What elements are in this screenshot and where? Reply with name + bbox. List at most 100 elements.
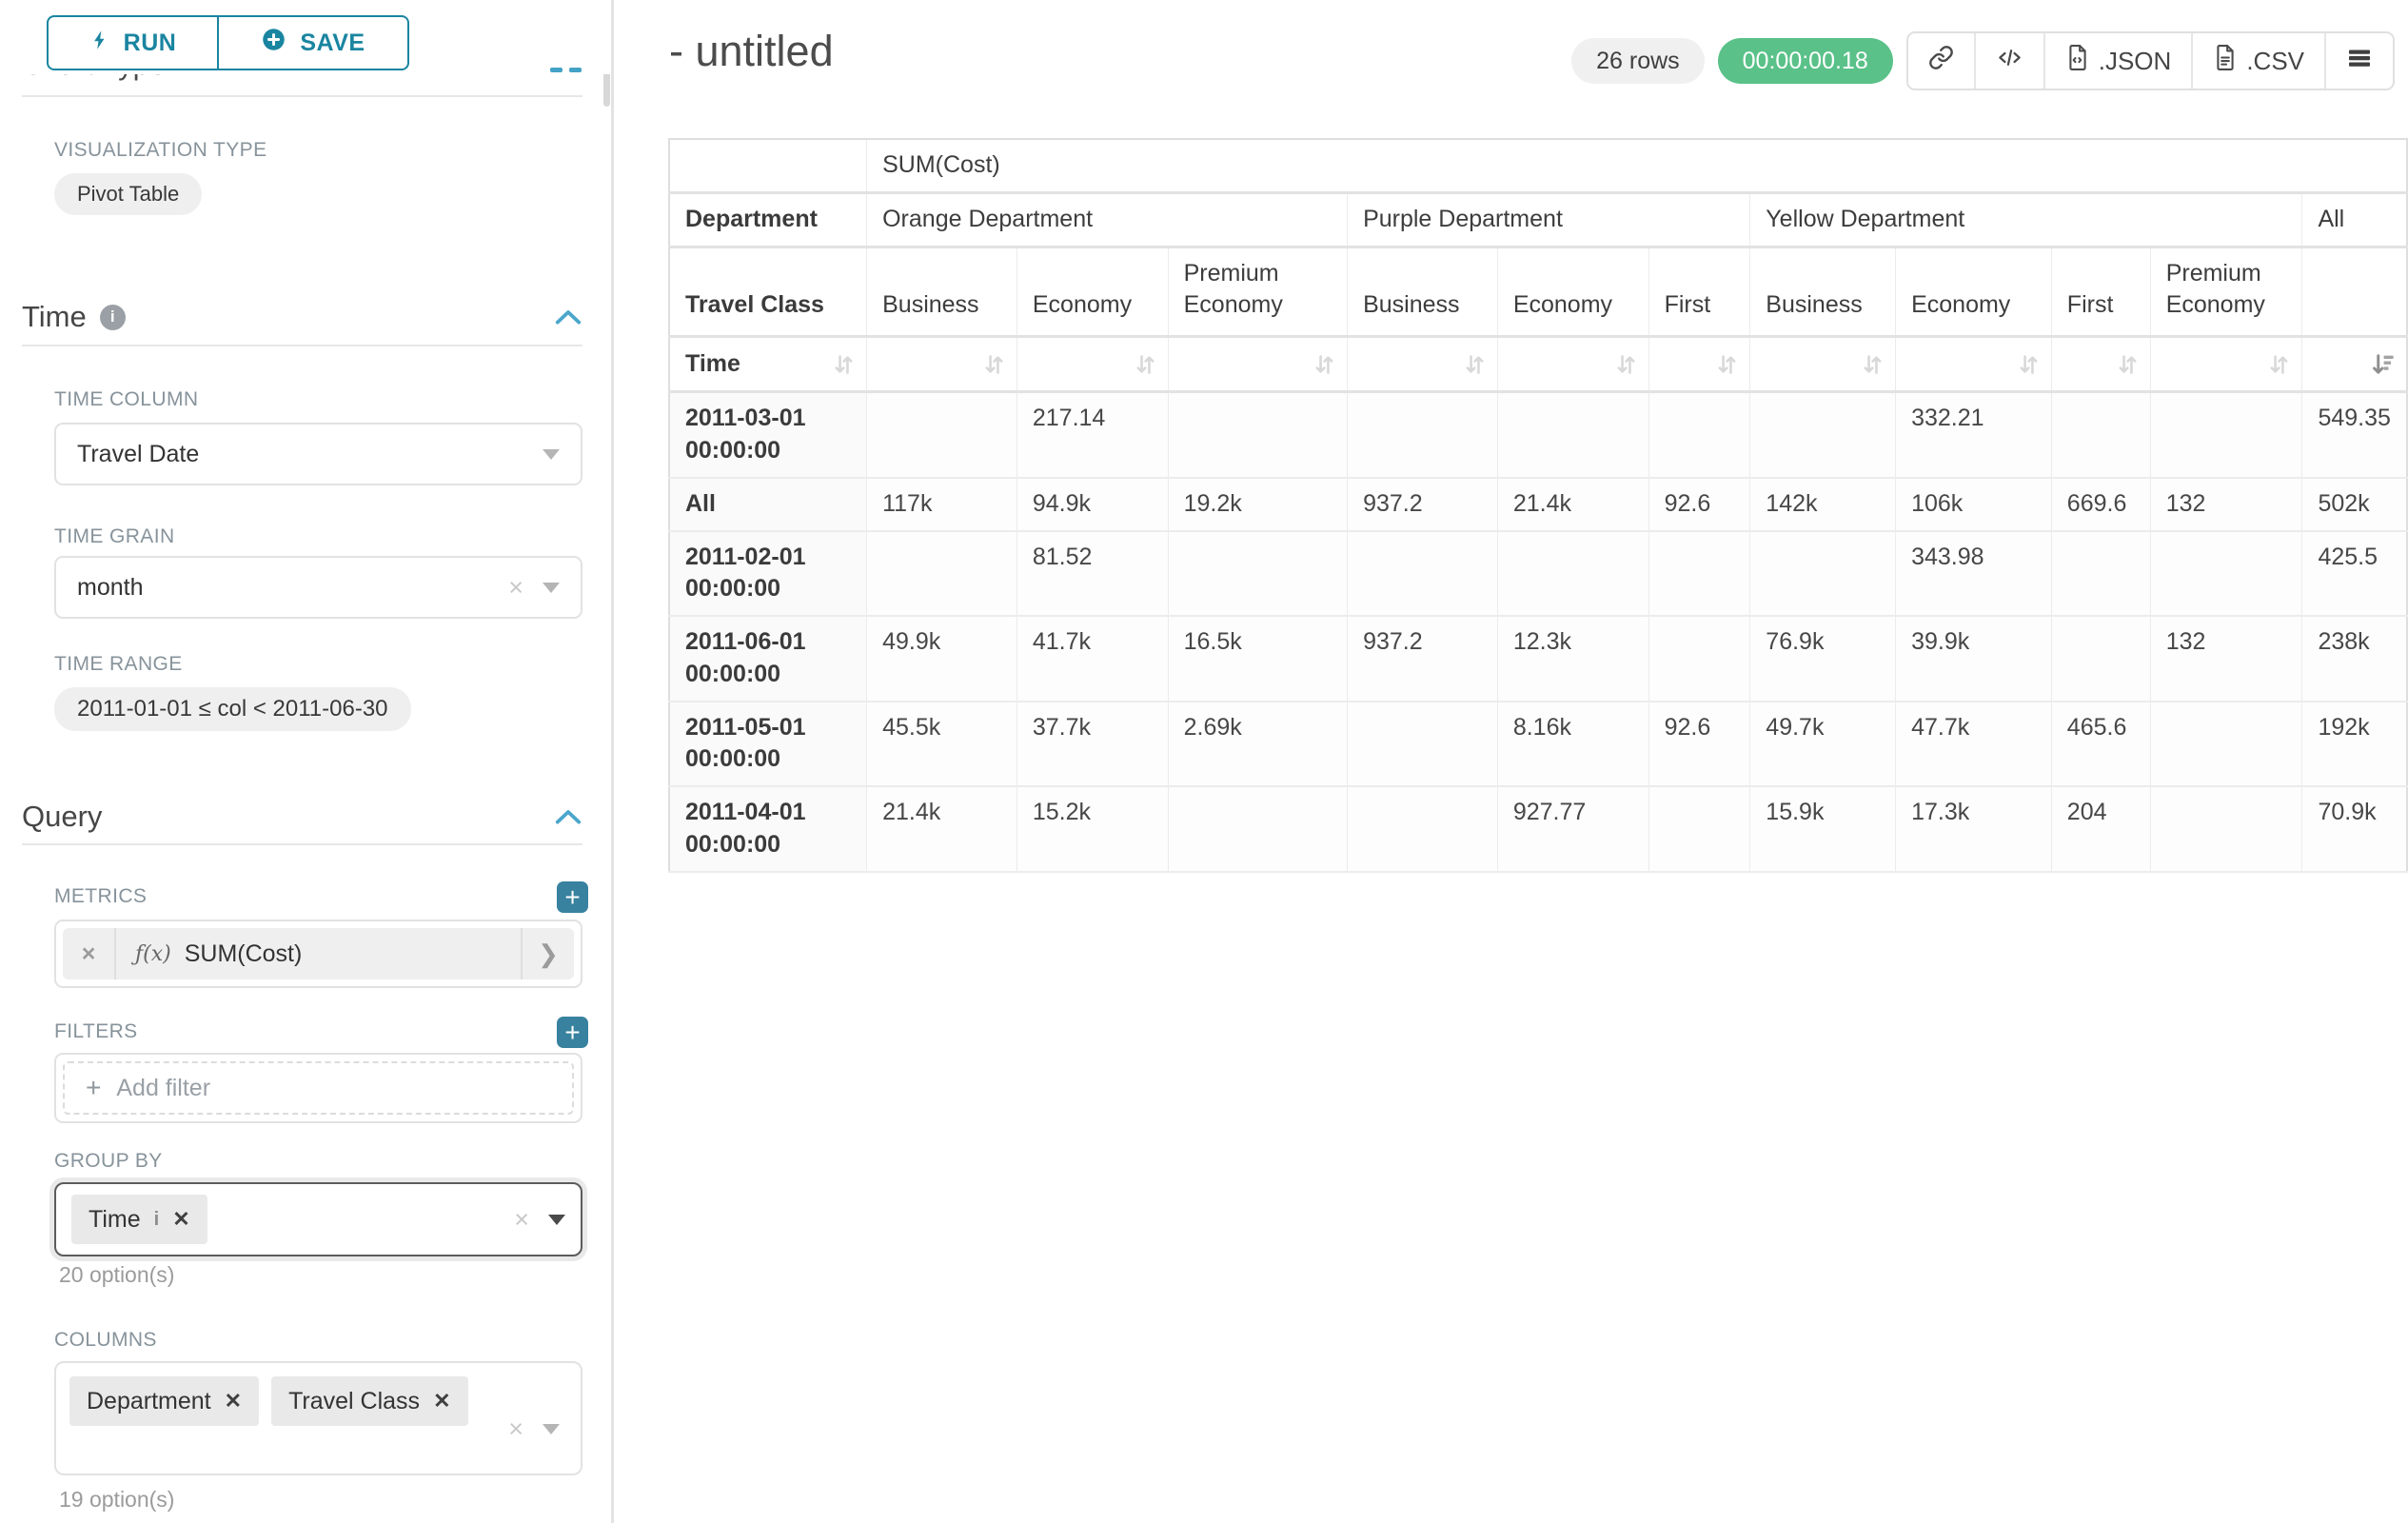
group-by-chip-time[interactable]: Time i ✕ (71, 1195, 207, 1244)
remove-metric-icon[interactable]: × (63, 928, 116, 979)
metric-header: SUM(Cost) (867, 139, 2407, 192)
filters-box: + Add filter (54, 1053, 582, 1123)
table-row: 2011-04-01 00:00:0021.4k15.2k927.7715.9k… (669, 786, 2407, 872)
clear-icon[interactable]: × (508, 1416, 523, 1442)
pivot-corner-blank (669, 139, 867, 192)
add-metric-button[interactable]: + (557, 881, 588, 913)
sortable-column-header[interactable] (1016, 337, 1168, 392)
file-json-icon (2065, 44, 2090, 78)
export-csv-label: .CSV (2246, 47, 2304, 76)
remove-chip-icon[interactable]: ✕ (172, 1207, 189, 1232)
pivot-value-cell: 142k (1750, 478, 1896, 531)
sort-toggle-icon[interactable] (1462, 351, 1488, 377)
column-group-header: Orange Department (867, 192, 1348, 247)
sort-toggle-icon[interactable] (831, 351, 857, 377)
copy-link-button[interactable] (1908, 33, 1976, 89)
more-menu-button[interactable] (2326, 33, 2393, 89)
pivot-value-cell (2051, 392, 2150, 478)
chevron-up-icon[interactable] (554, 800, 582, 834)
pivot-value-cell: 937.2 (1348, 616, 1498, 702)
clear-icon[interactable]: × (514, 1207, 529, 1233)
sort-descending-icon[interactable] (2370, 351, 2397, 378)
pivot-value-cell: 70.9k (2302, 786, 2407, 872)
sortable-column-header[interactable] (2150, 337, 2302, 392)
chevron-down-icon[interactable] (543, 1424, 560, 1434)
scrolled-viz-tab-dot (550, 68, 563, 72)
pivot-value-cell (1750, 531, 1896, 617)
row-dimension-header[interactable]: Time (669, 337, 867, 392)
time-column-select[interactable]: Travel Date (54, 423, 582, 485)
chart-panel: - untitled 26 rows 00:00:00.18 .JSON .CS… (614, 0, 2408, 1523)
sortable-column-header[interactable] (867, 337, 1017, 392)
sorted-column-header[interactable] (2302, 337, 2407, 392)
chevron-up-icon[interactable] (554, 300, 582, 334)
run-button[interactable]: RUN (49, 17, 219, 69)
pivot-value-cell: 92.6 (1648, 702, 1750, 787)
table-row: 2011-02-01 00:00:0081.52343.98425.5 (669, 531, 2407, 617)
columns-chip-travel-class[interactable]: Travel Class ✕ (271, 1376, 467, 1426)
chart-title[interactable]: - untitled (669, 27, 834, 76)
pivot-corner-travel-class: Travel Class (669, 247, 867, 337)
add-filter-plus-button[interactable]: + (557, 1017, 588, 1048)
sort-toggle-icon[interactable] (2266, 351, 2292, 377)
sortable-column-header[interactable] (1750, 337, 1896, 392)
export-json-button[interactable]: .JSON (2045, 33, 2194, 89)
sort-toggle-icon[interactable] (1860, 351, 1885, 377)
time-section-header[interactable]: Time i (22, 300, 582, 334)
pivot-value-cell: 132 (2150, 616, 2302, 702)
columns-chip-label: Travel Class (288, 1388, 420, 1415)
pivot-value-cell: 465.6 (2051, 702, 2150, 787)
sortable-column-header[interactable] (1648, 337, 1750, 392)
table-row: All117k94.9k19.2k937.221.4k92.6142k106k6… (669, 478, 2407, 531)
view-query-button[interactable] (1976, 33, 2045, 89)
pivot-value-cell: 21.4k (867, 786, 1017, 872)
group-by-select[interactable]: Time i ✕ × (54, 1182, 582, 1256)
add-filter-dropzone[interactable]: + Add filter (63, 1061, 574, 1115)
plus-circle-icon (261, 27, 286, 59)
chevron-right-icon[interactable]: ❯ (521, 928, 574, 979)
pivot-value-cell: 106k (1896, 478, 2052, 531)
pivot-value-cell (1348, 702, 1498, 787)
pivot-value-cell: 16.5k (1168, 616, 1347, 702)
columns-select[interactable]: Department ✕ Travel Class ✕ × (54, 1361, 582, 1475)
sortable-column-header[interactable] (1348, 337, 1498, 392)
sortable-column-header[interactable] (1497, 337, 1648, 392)
sortable-column-header[interactable] (1168, 337, 1347, 392)
time-section-title: Time (22, 300, 87, 334)
row-count-badge: 26 rows (1571, 38, 1705, 84)
sort-toggle-icon[interactable] (2016, 351, 2042, 377)
sort-toggle-icon[interactable] (2115, 351, 2141, 377)
remove-chip-icon[interactable]: ✕ (433, 1389, 450, 1414)
export-csv-button[interactable]: .CSV (2193, 33, 2326, 89)
time-column-value: Travel Date (77, 441, 199, 468)
info-icon: i (100, 305, 126, 330)
pivot-value-cell (1497, 392, 1648, 478)
sort-toggle-icon[interactable] (981, 351, 1007, 377)
chevron-down-icon[interactable] (548, 1215, 565, 1225)
columns-chip-department[interactable]: Department ✕ (69, 1376, 259, 1426)
sortable-column-header[interactable] (2051, 337, 2150, 392)
code-icon (1996, 45, 2023, 77)
sort-toggle-icon[interactable] (1312, 351, 1337, 377)
sortable-column-header[interactable] (1896, 337, 2052, 392)
clear-icon[interactable]: × (508, 575, 523, 601)
time-grain-select[interactable]: month × (54, 556, 582, 619)
column-group-header: All (2302, 192, 2407, 247)
time-range-chip[interactable]: 2011-01-01 ≤ col < 2011-06-30 (54, 687, 411, 731)
sort-toggle-icon[interactable] (1613, 351, 1639, 377)
remove-chip-icon[interactable]: ✕ (225, 1389, 242, 1414)
metric-pill[interactable]: × ƒ(x) SUM(Cost) ❯ (63, 928, 574, 979)
pivot-value-cell: 332.21 (1896, 392, 2052, 478)
pivot-value-cell: 8.16k (1497, 702, 1648, 787)
pivot-value-cell (1648, 616, 1750, 702)
pivot-value-cell: 41.7k (1016, 616, 1168, 702)
save-button[interactable]: SAVE (219, 17, 407, 69)
pivot-value-cell: 47.7k (1896, 702, 2052, 787)
visualization-type-chip[interactable]: Pivot Table (54, 173, 202, 215)
sort-toggle-icon[interactable] (1714, 351, 1740, 377)
column-subheader: First (2051, 247, 2150, 337)
sort-toggle-icon[interactable] (1133, 351, 1158, 377)
section-divider (22, 345, 582, 346)
pivot-value-cell: 21.4k (1497, 478, 1648, 531)
query-section-header[interactable]: Query (22, 800, 582, 834)
